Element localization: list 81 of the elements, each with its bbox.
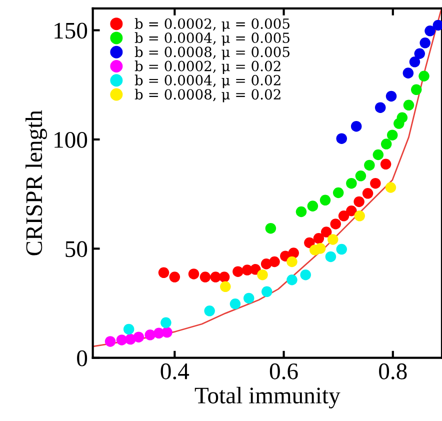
point [332,187,344,198]
point [162,326,172,338]
point [218,272,230,282]
point [396,112,408,123]
point [307,200,318,212]
point [314,243,326,254]
y-tick-label: 100 [54,132,88,148]
point [355,170,366,182]
point [232,266,244,277]
point [200,272,211,282]
point [288,248,299,258]
point [133,332,144,342]
point [230,298,241,310]
point [320,194,331,206]
legend-label: b = 0.0004, μ = 0.02 [134,74,280,88]
point [354,196,364,208]
point [243,292,254,304]
point [169,272,180,282]
point [123,324,134,335]
point [380,158,392,170]
line-series [92,10,442,348]
point [346,205,357,216]
point [210,272,221,282]
point [372,149,384,160]
y-axis-title: CRISPR length [26,110,47,256]
point [386,130,398,140]
point [250,264,261,275]
y-tick-label: 150 [54,22,88,39]
point [269,256,280,268]
point [296,206,307,218]
point [354,210,365,222]
point [409,56,420,68]
point [188,268,200,280]
point [385,182,396,193]
point [410,84,422,96]
point [313,233,324,244]
point [286,256,298,268]
point [144,330,156,340]
point [370,178,381,189]
point [386,90,397,102]
legend-label: b = 0.0004, μ = 0.005 [134,32,290,46]
point [424,26,436,36]
point [265,222,276,234]
point [328,234,338,245]
point [300,269,311,280]
x-tick-label: 0.6 [270,363,298,380]
y-tick-label: 50 [66,241,88,258]
x-axis-title: Total immunity [194,386,340,408]
point [364,160,375,171]
point [403,100,414,111]
point [374,102,386,113]
point [204,306,215,316]
point [325,251,336,262]
legend-label: b = 0.0008, μ = 0.02 [134,88,280,102]
x-tick-label: 0.8 [379,363,407,380]
point [350,120,362,132]
point [336,244,347,255]
legend-label: b = 0.0008, μ = 0.005 [134,46,290,60]
point [346,178,357,189]
legend-label: b = 0.0002, μ = 0.005 [134,18,290,32]
point [220,281,231,292]
point [320,226,332,238]
y-tick-label: 0 [77,350,88,366]
point [336,133,347,144]
point [338,210,350,222]
point [418,70,430,82]
point [104,336,116,347]
point [160,317,172,328]
point [330,218,341,230]
point [257,269,268,280]
point [261,286,272,298]
point [402,68,414,78]
point [158,267,170,278]
legend-label: b = 0.0002, μ = 0.02 [134,60,280,74]
x-tick-label: 0.4 [160,363,190,380]
point [362,188,374,199]
point [304,237,315,248]
point [380,138,392,150]
point [420,38,430,48]
point [286,274,298,286]
point [414,48,426,60]
